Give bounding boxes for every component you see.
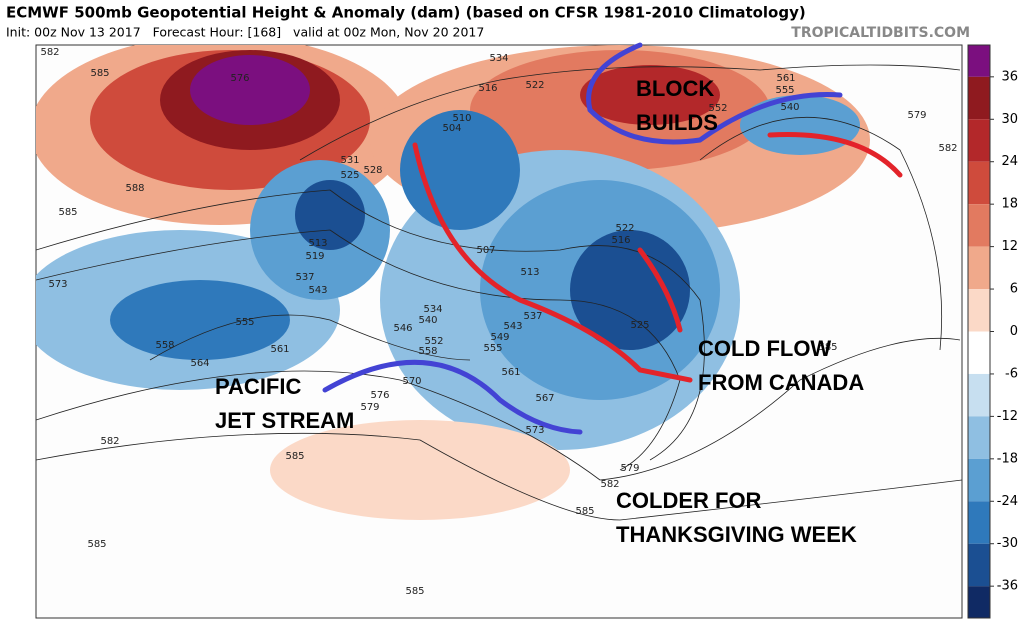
annotation: PACIFIC	[215, 374, 301, 399]
title: ECMWF 500mb Geopotential Height & Anomal…	[6, 4, 806, 22]
annotation: BUILDS	[636, 110, 718, 135]
colorbar-bin	[968, 289, 990, 332]
contour-label: 543	[503, 321, 522, 332]
contour-label: 543	[308, 285, 327, 296]
colorbar-label: 30	[1001, 112, 1018, 127]
contour-label: 507	[476, 245, 495, 256]
contour-label: 525	[340, 170, 359, 181]
contour-label: 519	[305, 251, 324, 262]
colorbar-bin	[968, 76, 990, 120]
contour-label: 579	[360, 402, 379, 413]
contour-label: 531	[340, 155, 359, 166]
colorbar-label: 18	[1001, 197, 1018, 212]
colorbar-bin	[968, 119, 990, 162]
colorbar-bin	[968, 246, 990, 290]
annotation: COLD FLOW	[698, 336, 831, 361]
contour-label: 510	[452, 113, 471, 124]
subtitle: Init: 00z Nov 13 2017 Forecast Hour: [16…	[6, 25, 484, 40]
contour-label: 561	[776, 73, 795, 84]
colorbar-label: -12	[997, 409, 1018, 424]
contour-label: 513	[520, 267, 539, 278]
colorbar-label: -18	[997, 451, 1018, 466]
contour-label: 585	[818, 342, 837, 353]
contour-label: 585	[575, 506, 594, 517]
contour-label: 585	[90, 68, 109, 79]
contour-label: 579	[907, 110, 926, 121]
contour-label: 555	[235, 317, 254, 328]
contour-label: 582	[40, 47, 59, 58]
contour-label: 558	[155, 340, 174, 351]
colorbar-label: -30	[997, 536, 1018, 551]
contour-label: 552	[424, 336, 443, 347]
contour-label: 537	[523, 311, 542, 322]
contour-label: 561	[501, 367, 520, 378]
contour-label: 555	[775, 85, 794, 96]
colorbar-label: 36	[1001, 69, 1018, 84]
contour-label: 582	[100, 436, 119, 447]
contour-label: 549	[490, 332, 509, 343]
colorbar-bin	[968, 543, 990, 587]
colorbar-label: 24	[1001, 154, 1018, 169]
colorbar-label: 0	[1010, 324, 1018, 339]
colorbar-label: 12	[1001, 239, 1018, 254]
credit: TROPICALTIDBITS.COM	[791, 25, 970, 41]
annotation: FROM CANADA	[698, 370, 864, 395]
contour-label: 582	[600, 479, 619, 490]
contour-label: 585	[58, 207, 77, 218]
colorbar-bin	[968, 373, 990, 417]
contour-label: 561	[270, 344, 289, 355]
contour-label: 534	[489, 53, 508, 64]
contour-label: 540	[780, 102, 799, 113]
annotation: COLDER FOR	[616, 488, 762, 513]
map	[35, 42, 963, 619]
contour-label: 534	[423, 304, 442, 315]
colorbar-label: -6	[1005, 366, 1018, 381]
contour-label: 576	[230, 73, 249, 84]
colorbar-bin	[968, 416, 990, 459]
contour-label: 567	[535, 393, 554, 404]
contour-label: 573	[48, 279, 67, 290]
contour-label: 582	[938, 143, 957, 154]
contour-label: 516	[611, 235, 630, 246]
colorbar-bin	[968, 586, 990, 618]
colorbar-bin	[968, 45, 990, 77]
annotation: BLOCK	[636, 76, 714, 101]
colorbar-bin	[968, 204, 990, 247]
annotation: JET STREAM	[215, 408, 354, 433]
contour-label: 573	[525, 425, 544, 436]
contour-label: 570	[402, 376, 421, 387]
contour-label: 537	[295, 272, 314, 283]
contour-label: 504	[442, 123, 461, 134]
annotation: THANKSGIVING WEEK	[616, 522, 857, 547]
contour-label: 552	[708, 103, 727, 114]
colorbar-label: 6	[1010, 282, 1018, 297]
contour-label: 579	[620, 463, 639, 474]
colorbar-label: -24	[997, 494, 1018, 509]
contour-label: 585	[87, 539, 106, 550]
contour-label: 558	[418, 346, 437, 357]
contour-label: 588	[125, 183, 144, 194]
contour-label: 540	[418, 315, 437, 326]
colorbar-bin	[968, 501, 990, 544]
contour-label: 516	[478, 83, 497, 94]
contour-label: 513	[308, 238, 327, 249]
contour-label: 585	[405, 586, 424, 597]
contour-label: 525	[630, 320, 649, 331]
contour-label: 585	[285, 451, 304, 462]
contour-label: 564	[190, 358, 209, 369]
contour-label: 546	[393, 323, 412, 334]
contour-label: 522	[525, 80, 544, 91]
colorbar-bin	[968, 331, 990, 374]
contour-label: 522	[615, 223, 634, 234]
colorbar-bin	[968, 458, 990, 502]
contour-label: 528	[363, 165, 382, 176]
colorbar-label: -36	[997, 579, 1018, 594]
contour-label: 576	[370, 390, 389, 401]
colorbar-bin	[968, 161, 990, 205]
contour-label: 555	[483, 343, 502, 354]
